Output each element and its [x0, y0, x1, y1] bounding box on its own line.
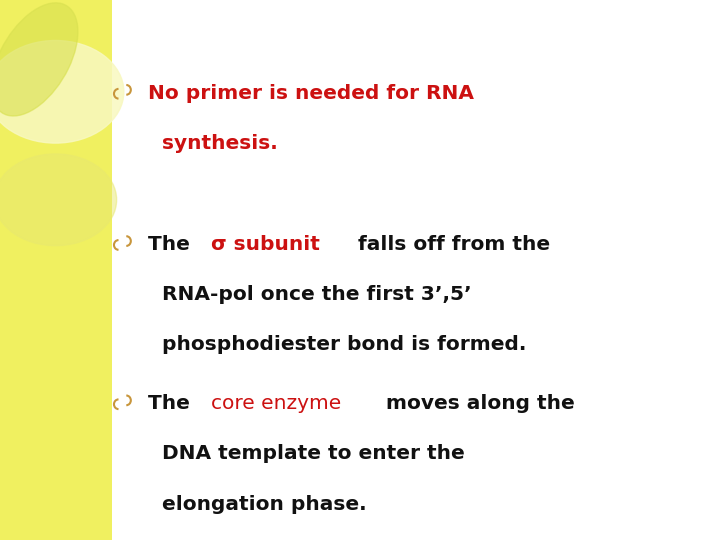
Text: falls off from the: falls off from the — [351, 235, 550, 254]
Text: DNA template to enter the: DNA template to enter the — [162, 444, 464, 463]
Text: core enzyme: core enzyme — [211, 394, 341, 413]
Text: synthesis.: synthesis. — [162, 134, 278, 153]
Text: σ subunit: σ subunit — [211, 235, 320, 254]
Text: The: The — [148, 394, 197, 413]
Text: The: The — [148, 235, 197, 254]
Text: RNA-pol once the first 3’,5’: RNA-pol once the first 3’,5’ — [162, 285, 472, 304]
Circle shape — [0, 154, 117, 246]
FancyBboxPatch shape — [0, 0, 112, 540]
Text: moves along the: moves along the — [379, 394, 575, 413]
Text: elongation phase.: elongation phase. — [162, 495, 366, 514]
Ellipse shape — [0, 3, 78, 116]
Text: No primer is needed for RNA: No primer is needed for RNA — [148, 84, 474, 103]
Circle shape — [0, 40, 124, 143]
Text: phosphodiester bond is formed.: phosphodiester bond is formed. — [162, 335, 526, 354]
